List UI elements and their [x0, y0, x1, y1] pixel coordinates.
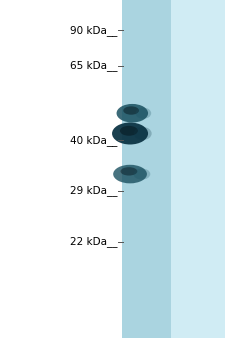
Ellipse shape: [112, 123, 148, 145]
Ellipse shape: [134, 127, 152, 140]
Text: 90 kDa__: 90 kDa__: [70, 25, 117, 36]
Bar: [171, 0, 225, 338]
Ellipse shape: [121, 167, 137, 175]
Text: 40 kDa__: 40 kDa__: [70, 135, 117, 146]
Text: 65 kDa__: 65 kDa__: [70, 61, 117, 71]
Ellipse shape: [113, 165, 147, 183]
Ellipse shape: [123, 106, 139, 115]
Text: 22 kDa__: 22 kDa__: [70, 236, 117, 247]
Ellipse shape: [133, 168, 150, 180]
Text: 29 kDa__: 29 kDa__: [70, 186, 117, 196]
Bar: [122, 0, 171, 338]
Ellipse shape: [117, 104, 148, 122]
Ellipse shape: [135, 107, 151, 119]
Ellipse shape: [120, 126, 138, 136]
